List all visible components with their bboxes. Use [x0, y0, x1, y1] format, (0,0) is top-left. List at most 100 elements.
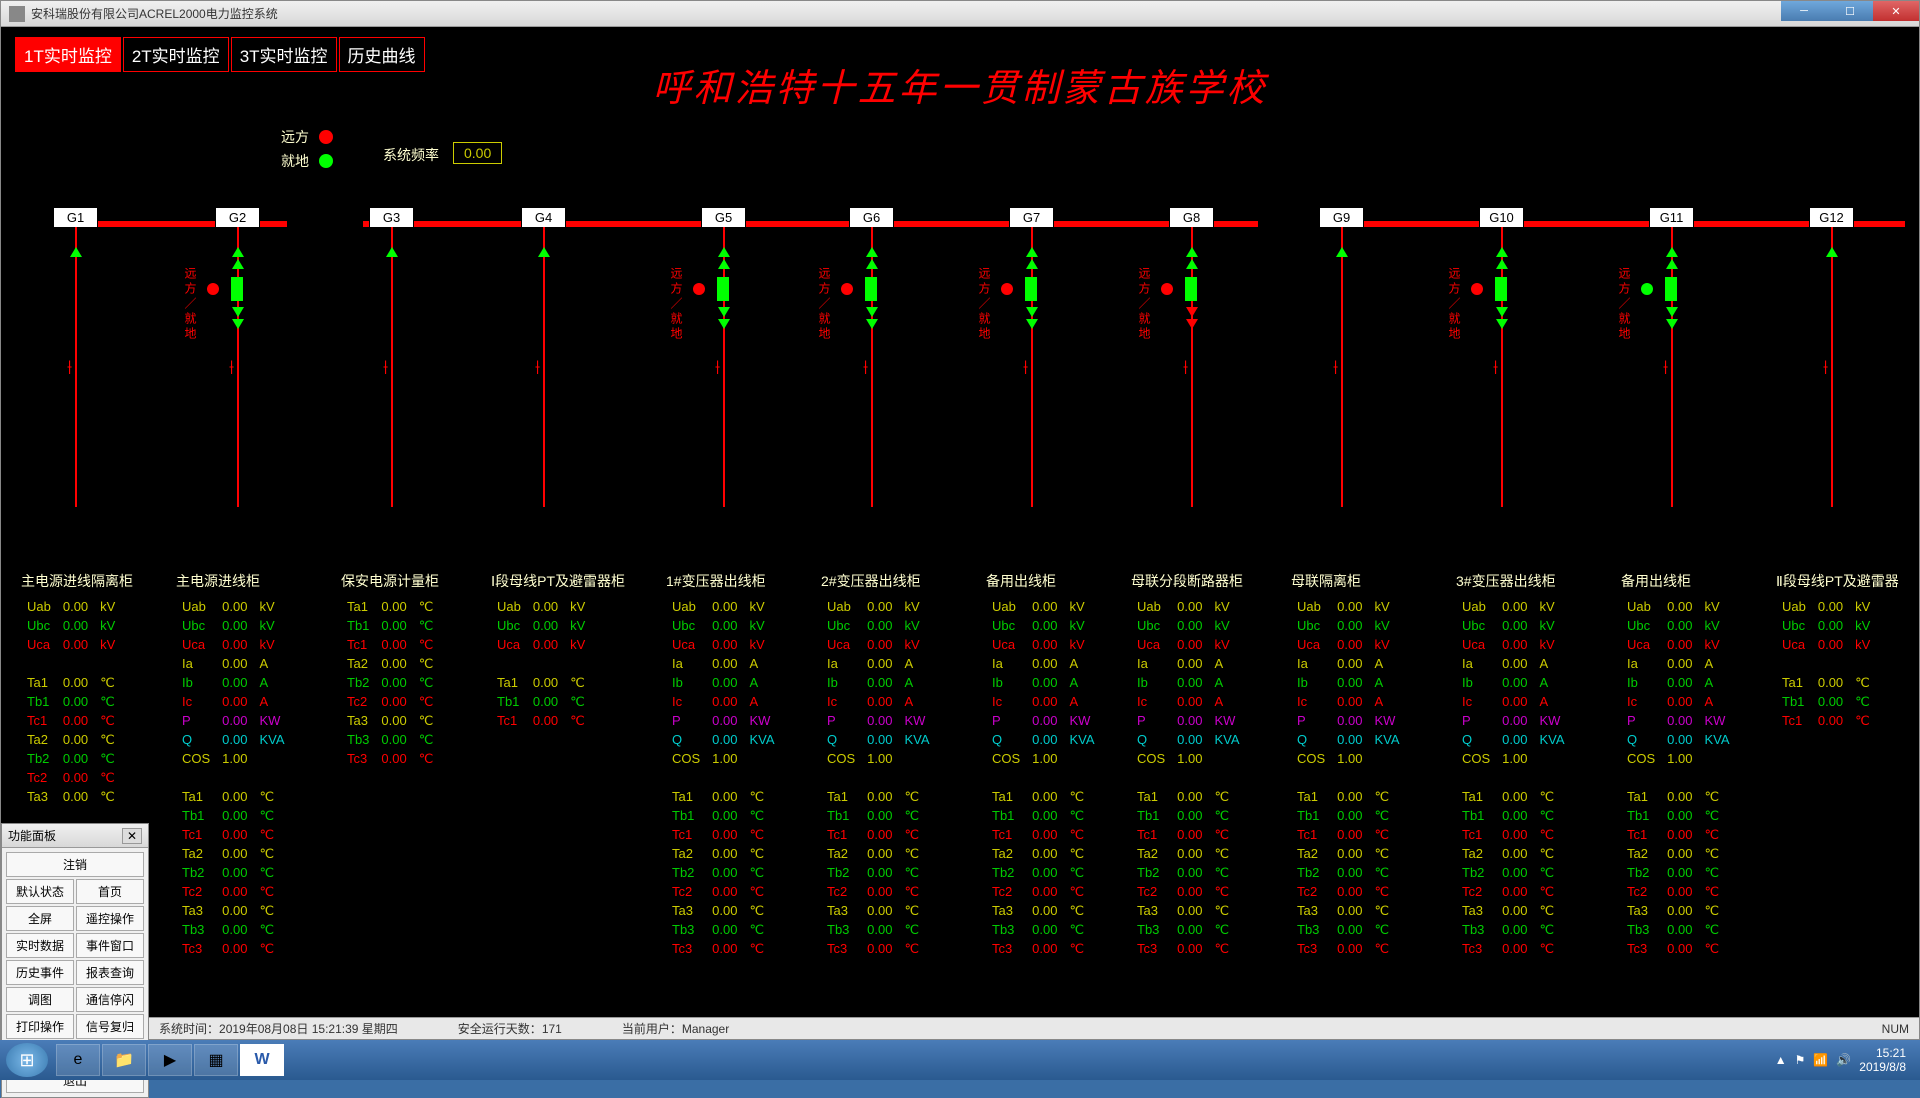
arrow-dn-9: [1496, 307, 1508, 317]
row-label: Ta1: [1456, 787, 1496, 806]
row-unit: ℃: [1063, 882, 1100, 901]
func-btn-7[interactable]: 历史事件: [6, 960, 74, 985]
minimize-button[interactable]: ─: [1781, 1, 1827, 21]
taskbar-word-icon[interactable]: W: [240, 1044, 284, 1076]
row-label: Ubc: [491, 616, 527, 635]
func-btn-8[interactable]: 报表查询: [76, 960, 144, 985]
tray-volume-icon[interactable]: 🔊: [1836, 1053, 1851, 1067]
legend-local-label: 就地: [281, 151, 309, 171]
row-unit: [1368, 749, 1405, 768]
funcpanel-close-icon[interactable]: ✕: [122, 828, 142, 844]
row-label: Ib: [176, 673, 216, 692]
row-unit: ℃: [1368, 920, 1405, 939]
row-label: Tb2: [1291, 863, 1331, 882]
tab-3[interactable]: 历史曲线: [339, 37, 425, 72]
row-label: Ta2: [1456, 844, 1496, 863]
row-value: 0.00: [375, 635, 412, 654]
func-btn-5[interactable]: 实时数据: [6, 933, 74, 958]
arrow-dn2-4: [718, 319, 730, 329]
func-btn-4[interactable]: 遥控操作: [76, 906, 144, 931]
breaker-9[interactable]: [1495, 277, 1507, 301]
row-value: 0.00: [216, 654, 253, 673]
taskbar-explorer-icon[interactable]: 📁: [102, 1044, 146, 1076]
arrow-up-10: [1666, 247, 1678, 257]
row-unit: ℃: [743, 806, 780, 825]
start-button[interactable]: ⊞: [6, 1043, 48, 1077]
func-btn-11[interactable]: 打印操作: [6, 1014, 74, 1039]
row-label: Q: [666, 730, 706, 749]
arrow-up2-9: [1496, 259, 1508, 269]
arrow-3: [538, 247, 550, 257]
row-value: 0.00: [57, 711, 94, 730]
status-bar: 系统时间： 2019年08月08日 15:21:39 星期四 安全运行天数： 1…: [149, 1017, 1919, 1039]
row-label: Uca: [666, 635, 706, 654]
row-value: 0.00: [216, 863, 253, 882]
tab-2[interactable]: 3T实时监控: [231, 37, 337, 72]
taskbar-app-icon[interactable]: ▦: [194, 1044, 238, 1076]
row-value: 0.00: [861, 825, 898, 844]
row-label: Ia: [1621, 654, 1661, 673]
row-label: Tc1: [1621, 825, 1661, 844]
tab-1[interactable]: 2T实时监控: [123, 37, 229, 72]
func-btn-3[interactable]: 全屏: [6, 906, 74, 931]
breaker-1[interactable]: [231, 277, 243, 301]
tray-network-icon[interactable]: 📶: [1813, 1053, 1828, 1067]
row-value: 0.00: [1171, 939, 1208, 958]
tray-flag-icon[interactable]: ⚑: [1795, 1053, 1806, 1067]
row-value: 0.00: [706, 692, 743, 711]
row-label: Tc2: [1131, 882, 1171, 901]
func-btn-9[interactable]: 调图: [6, 987, 74, 1012]
breaker-7[interactable]: [1185, 277, 1197, 301]
tray-clock[interactable]: 15:21 2019/8/8: [1859, 1046, 1906, 1074]
row-unit: A: [1368, 692, 1405, 711]
row-unit: kV: [898, 616, 935, 635]
func-btn-12[interactable]: 信号复归: [76, 1014, 144, 1039]
tab-0[interactable]: 1T实时监控: [15, 37, 121, 72]
row-label: Ia: [1131, 654, 1171, 673]
taskbar-media-icon[interactable]: ▶: [148, 1044, 192, 1076]
row-value: 0.00: [216, 730, 253, 749]
func-btn-2[interactable]: 首页: [76, 879, 144, 904]
row-unit: kV: [564, 616, 591, 635]
func-btn-1[interactable]: 默认状态: [6, 879, 74, 904]
systime-value: 2019年08月08日 15:21:39 星期四: [219, 1020, 398, 1037]
row-unit: A: [1368, 654, 1405, 673]
row-value: 0.00: [375, 692, 412, 711]
arrow-up2-4: [718, 259, 730, 269]
row-unit: A: [1208, 692, 1245, 711]
row-label: Ib: [1456, 673, 1496, 692]
row-label: Tc3: [1621, 939, 1661, 958]
panel-title-6: 备用出线柜: [986, 571, 1056, 591]
func-btn-0[interactable]: 注销: [6, 852, 144, 877]
app-icon: [9, 6, 25, 22]
breaker-4[interactable]: [717, 277, 729, 301]
breaker-5[interactable]: [865, 277, 877, 301]
row-label: Uab: [1621, 597, 1661, 616]
row-unit: KW: [1698, 711, 1735, 730]
row-label: Tc1: [176, 825, 216, 844]
row-value: 0.00: [216, 806, 253, 825]
tray-up-icon[interactable]: ▲: [1775, 1053, 1787, 1067]
row-unit: ℃: [1698, 787, 1735, 806]
arrow-up2-1: [232, 259, 244, 269]
row-label: P: [1456, 711, 1496, 730]
row-unit: ℃: [1063, 787, 1100, 806]
row-unit: ℃: [743, 844, 780, 863]
row-unit: KVA: [1698, 730, 1735, 749]
taskbar-ie-icon[interactable]: e: [56, 1044, 100, 1076]
func-btn-6[interactable]: 事件窗口: [76, 933, 144, 958]
func-btn-10[interactable]: 通信停闪: [76, 987, 144, 1012]
row-unit: ℃: [743, 920, 780, 939]
row-unit: kV: [743, 635, 780, 654]
close-button[interactable]: ✕: [1873, 1, 1919, 21]
breaker-10[interactable]: [1665, 277, 1677, 301]
breaker-6[interactable]: [1025, 277, 1037, 301]
row-value: 0.00: [706, 901, 743, 920]
row-unit: KW: [1208, 711, 1245, 730]
indicator-5: [841, 283, 853, 295]
taskbar: ⊞ e 📁 ▶ ▦ W ▲ ⚑ 📶 🔊 15:21 2019/8/8: [0, 1040, 1920, 1080]
maximize-button[interactable]: ☐: [1827, 1, 1873, 21]
row-label: Ib: [986, 673, 1026, 692]
arrow-dn2-7: [1186, 319, 1198, 329]
row-label: Tc1: [1776, 711, 1812, 730]
